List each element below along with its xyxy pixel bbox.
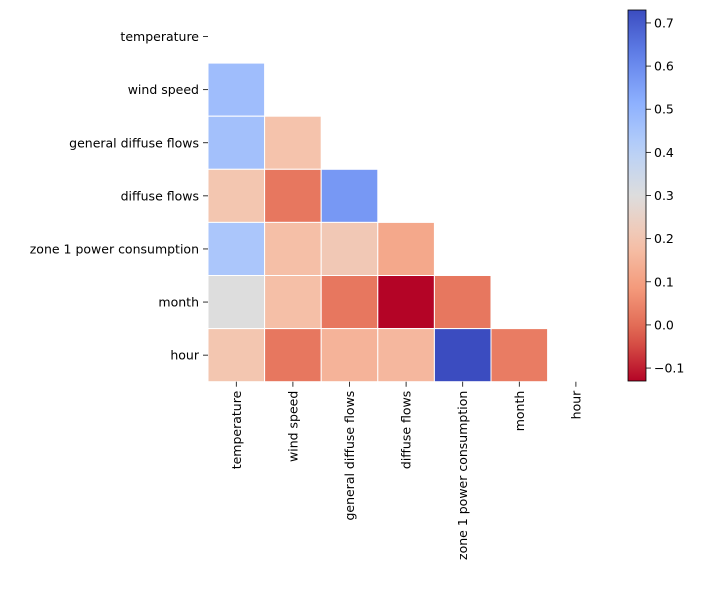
- x-axis: temperature wind speed general diffuse flo…: [229, 381, 583, 560]
- y-tick-label: diffuse flows: [121, 188, 199, 203]
- x-tick-label: zone 1 power consumption: [455, 391, 470, 560]
- colorbar: −0.1 0.0 0.1 0.2 0.3 0.4 0.5 0.6 0.7: [627, 9, 684, 382]
- colorbar-tick-label: 0.7: [654, 15, 674, 30]
- colorbar-tick-label: 0.2: [654, 231, 674, 246]
- colorbar-tick-label: 0.4: [654, 145, 674, 160]
- heatmap-cell: [207, 168, 266, 223]
- heatmap-cell: [320, 168, 379, 223]
- heatmap-cell: [207, 115, 266, 170]
- y-axis: temperature wind speed general diffuse flo…: [30, 29, 208, 363]
- heatmap-cell: [207, 221, 266, 276]
- heatmap-cell: [377, 221, 435, 276]
- colorbar-tick-label: −0.1: [654, 361, 684, 376]
- heatmap-cell: [264, 221, 322, 276]
- x-tick-label: month: [512, 391, 527, 432]
- x-tick-label: wind speed: [285, 391, 300, 462]
- y-tick-label: temperature: [120, 29, 199, 44]
- colorbar-tick-label: 0.5: [654, 102, 674, 117]
- x-tick-label: general diffuse flows: [342, 391, 357, 521]
- y-tick-label: month: [158, 295, 199, 310]
- x-tick-label: diffuse flows: [399, 391, 414, 469]
- heatmap-cell: [264, 275, 322, 330]
- x-tick-label: hour: [568, 390, 583, 419]
- y-tick-label: hour: [170, 348, 199, 363]
- heatmap-cell: [320, 328, 379, 383]
- heatmap-cell: [433, 275, 492, 330]
- heatmap-cell: [207, 275, 266, 330]
- heatmap-cells: [207, 62, 549, 383]
- heatmap-cell: [264, 115, 322, 170]
- heatmap-cell: [377, 275, 435, 330]
- heatmap-cell: [377, 328, 435, 383]
- y-tick-label: zone 1 power consumption: [30, 241, 199, 256]
- colorbar-tick-label: 0.6: [654, 59, 674, 74]
- heatmap-cell: [207, 62, 266, 117]
- heatmap-cell: [264, 168, 322, 223]
- y-tick-label: general diffuse flows: [69, 135, 199, 150]
- y-tick-label: wind speed: [128, 82, 199, 97]
- x-tick-label: temperature: [229, 390, 244, 469]
- colorbar-tick-label: 0.1: [654, 274, 674, 289]
- colorbar-gradient: [628, 10, 646, 381]
- colorbar-tick-label: 0.0: [654, 317, 674, 332]
- heatmap-cell: [207, 328, 266, 383]
- heatmap-cell: [490, 328, 549, 383]
- heatmap-cell: [264, 328, 322, 383]
- heatmap-cell: [433, 328, 492, 383]
- heatmap-cell: [320, 221, 379, 276]
- colorbar-tick-label: 0.3: [654, 188, 674, 203]
- heatmap-cell: [320, 275, 379, 330]
